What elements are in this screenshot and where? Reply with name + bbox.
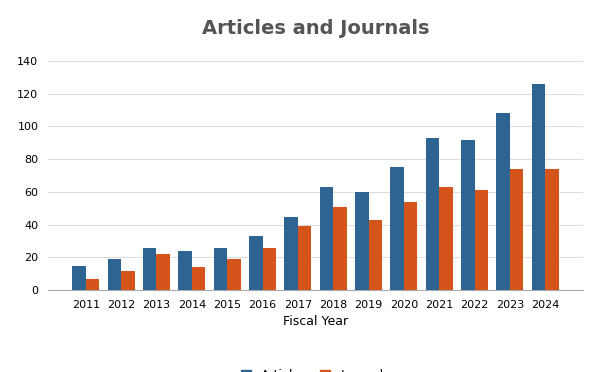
Bar bbox=[355, 192, 368, 290]
X-axis label: Fiscal Year: Fiscal Year bbox=[283, 315, 348, 328]
Bar bbox=[320, 187, 333, 290]
Legend: Articles, Journals: Articles, Journals bbox=[237, 365, 394, 372]
Bar bbox=[404, 202, 417, 290]
Bar bbox=[475, 190, 488, 290]
Bar bbox=[86, 279, 99, 290]
Bar bbox=[178, 251, 192, 290]
Bar bbox=[426, 138, 439, 290]
Bar bbox=[72, 266, 86, 290]
Bar bbox=[108, 259, 121, 290]
Bar bbox=[391, 167, 404, 290]
Bar bbox=[333, 207, 347, 290]
Bar bbox=[263, 248, 276, 290]
Bar bbox=[192, 267, 206, 290]
Bar bbox=[496, 113, 510, 290]
Bar bbox=[545, 169, 559, 290]
Bar bbox=[298, 226, 311, 290]
Bar bbox=[214, 248, 227, 290]
Bar bbox=[532, 84, 545, 290]
Bar bbox=[121, 270, 135, 290]
Bar bbox=[227, 259, 240, 290]
Bar bbox=[143, 248, 156, 290]
Bar bbox=[510, 169, 523, 290]
Bar bbox=[156, 254, 170, 290]
Bar bbox=[439, 187, 453, 290]
Bar bbox=[368, 220, 382, 290]
Bar bbox=[249, 236, 263, 290]
Title: Articles and Journals: Articles and Journals bbox=[202, 19, 429, 38]
Bar bbox=[284, 217, 298, 290]
Bar bbox=[461, 140, 475, 290]
